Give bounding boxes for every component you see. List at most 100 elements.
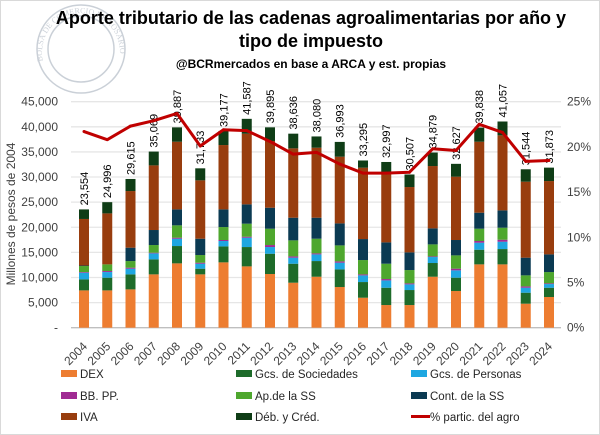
bar-total-label: 41,587 bbox=[242, 81, 254, 115]
bar-segment-bb-pp- bbox=[172, 237, 182, 239]
bar-total-label: 31,873 bbox=[544, 130, 556, 164]
bar-segment-gcs-de-sociedades bbox=[195, 268, 206, 275]
bar-segment-gcs-de-sociedades bbox=[474, 249, 485, 265]
bar-segment-bb-pp- bbox=[381, 279, 392, 281]
bar-segment-d-b-y-cr-d- bbox=[474, 127, 485, 142]
bar-segment-d-b-y-cr-d- bbox=[334, 141, 345, 157]
bar-segment-bb-pp- bbox=[218, 240, 229, 242]
bar-segment-iva bbox=[474, 141, 485, 213]
legend-swatch bbox=[61, 392, 77, 399]
x-tick-label: 2014 bbox=[294, 339, 323, 368]
bar-segment-bb-pp- bbox=[520, 286, 531, 288]
bar-segment-gcs-de-personas bbox=[148, 253, 159, 260]
line-point bbox=[198, 144, 202, 148]
bar-segment-gcs-de-sociedades bbox=[148, 259, 159, 275]
bar-segment-gcs-de-sociedades bbox=[358, 282, 368, 298]
bar-segment-d-b-y-cr-d- bbox=[79, 209, 89, 219]
x-tick-label: 2005 bbox=[85, 339, 114, 368]
bar-segment-dex bbox=[358, 297, 368, 328]
y-tick-label: 20,000 bbox=[21, 220, 58, 234]
bar-segment-d-b-y-cr-d- bbox=[218, 130, 229, 146]
y-tick-label: 25,000 bbox=[21, 195, 58, 209]
bar-segment-iva bbox=[288, 148, 299, 218]
x-tick-label: 2020 bbox=[433, 339, 462, 368]
bar-segment-bb-pp- bbox=[195, 262, 206, 264]
bar-segment-dex bbox=[520, 303, 531, 328]
x-tick-label: 2011 bbox=[225, 339, 253, 367]
y2-tick-label: 25% bbox=[567, 95, 591, 109]
bar-segment-bb-pp- bbox=[102, 271, 113, 273]
bar-segment-iva bbox=[125, 191, 136, 248]
line-point bbox=[477, 122, 481, 126]
bar-segment-gcs-de-personas bbox=[381, 280, 392, 288]
bar-segment-dex bbox=[381, 305, 392, 328]
bar-segment-cont-de-la-ss bbox=[544, 254, 554, 273]
x-tick-label: 2018 bbox=[387, 339, 416, 368]
bar-segment-cont-de-la-ss bbox=[125, 247, 136, 262]
bar-segment-ap-de-la-ss bbox=[265, 228, 275, 246]
bar-segment-d-b-y-cr-d- bbox=[358, 160, 368, 168]
bar-segment-ap-de-la-ss bbox=[102, 264, 113, 272]
bar-total-label: 31,733 bbox=[195, 131, 207, 165]
bar-segment-gcs-de-personas bbox=[427, 257, 438, 264]
bar-total-label: 34,879 bbox=[428, 115, 440, 149]
bar-segment-cont-de-la-ss bbox=[241, 204, 252, 224]
bar-segment-gcs-de-sociedades bbox=[241, 247, 252, 267]
x-tick-label: 2015 bbox=[317, 339, 346, 368]
line-point bbox=[454, 149, 458, 153]
x-tick-label: 2010 bbox=[201, 339, 230, 368]
bar-segment-bb-pp- bbox=[497, 239, 508, 242]
bar-segment-bb-pp- bbox=[241, 236, 252, 238]
bar-segment-cont-de-la-ss bbox=[497, 210, 508, 228]
bar-total-label: 32,997 bbox=[381, 124, 393, 158]
bar-segment-iva bbox=[451, 176, 461, 241]
bar-segment-ap-de-la-ss bbox=[125, 261, 136, 268]
bar-segment-iva bbox=[334, 156, 345, 224]
bar-segment-gcs-de-personas bbox=[125, 268, 136, 275]
bar-segment-cont-de-la-ss bbox=[381, 242, 392, 264]
y-tick-label: 45,000 bbox=[21, 95, 58, 109]
bar-segment-d-b-y-cr-d- bbox=[102, 202, 113, 214]
bar-segment-dex bbox=[241, 266, 252, 328]
bar-segment-bb-pp- bbox=[404, 283, 415, 285]
bar-segment-gcs-de-sociedades bbox=[381, 287, 392, 306]
x-tick-label: 2021 bbox=[457, 339, 486, 368]
x-tick-label: 2019 bbox=[410, 339, 439, 368]
bar-segment-cont-de-la-ss bbox=[311, 217, 322, 239]
bar-segment-gcs-de-personas bbox=[288, 257, 299, 264]
bar-segment-dex bbox=[474, 264, 485, 328]
bar-segment-cont-de-la-ss bbox=[218, 209, 229, 228]
bar-segment-iva bbox=[148, 165, 159, 231]
legend-swatch bbox=[236, 392, 252, 399]
legend-label: Ap.de la SS bbox=[255, 391, 316, 403]
bar-segment-gcs-de-personas bbox=[520, 287, 531, 293]
bar-segment-d-b-y-cr-d- bbox=[148, 151, 159, 166]
bar-segment-cont-de-la-ss bbox=[288, 217, 299, 241]
bar-segment-gcs-de-personas bbox=[451, 270, 461, 278]
bar-segment-dex bbox=[172, 263, 182, 328]
bar-segment-ap-de-la-ss bbox=[358, 260, 368, 275]
bar-segment-ap-de-la-ss bbox=[544, 272, 554, 284]
bar-segment-ap-de-la-ss bbox=[404, 270, 415, 284]
line-point bbox=[175, 111, 179, 115]
line-point bbox=[361, 171, 365, 175]
bar-segment-ap-de-la-ss bbox=[79, 266, 89, 273]
bar-segment-bb-pp- bbox=[451, 268, 461, 271]
bar-segment-iva bbox=[544, 181, 554, 255]
bar-segment-d-b-y-cr-d- bbox=[427, 152, 438, 167]
y-tick-label: 40,000 bbox=[21, 120, 58, 134]
bar-segment-dex bbox=[195, 274, 206, 328]
legend-swatch bbox=[411, 370, 427, 377]
line-point bbox=[501, 130, 504, 134]
y-tick-label: 10,000 bbox=[21, 270, 58, 284]
bar-segment-dex bbox=[311, 276, 322, 328]
bar-segment-bb-pp- bbox=[427, 256, 438, 258]
bar-segment-iva bbox=[497, 135, 508, 211]
legend-swatch bbox=[61, 413, 77, 420]
bar-segment-dex bbox=[427, 276, 438, 328]
bar-segment-gcs-de-sociedades bbox=[497, 249, 508, 265]
bar-segment-ap-de-la-ss bbox=[218, 227, 229, 241]
bar-segment-dex bbox=[265, 274, 275, 328]
bar-segment-gcs-de-personas bbox=[172, 238, 182, 247]
